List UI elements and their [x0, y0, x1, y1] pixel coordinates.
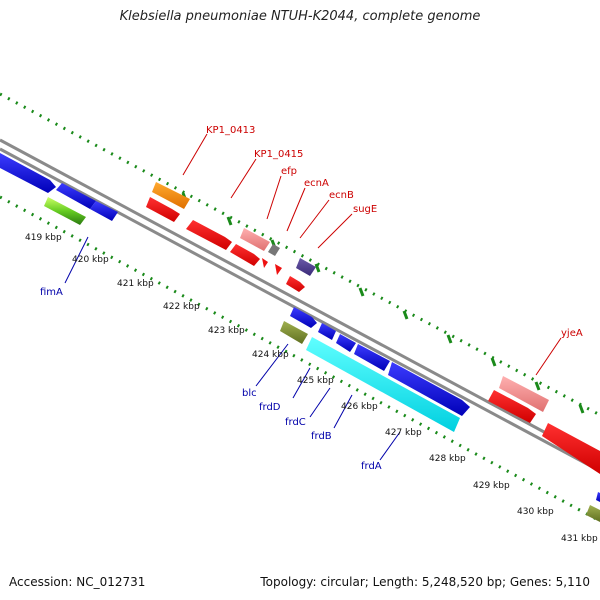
gene-red-1 [146, 197, 180, 222]
tick-rows [0, 92, 600, 523]
inner-tick-row [0, 195, 600, 523]
gene-lime [44, 197, 86, 225]
gene-label-sugE: sugE [353, 204, 377, 215]
gene-blue-3 [90, 201, 118, 221]
gene-label-frdD: frdD [259, 402, 281, 413]
gene-label-yjeA: yjeA [561, 328, 583, 339]
gene-efp [240, 228, 270, 251]
gene-blue-1 [0, 153, 56, 193]
kbp-label: 421 kbp [117, 279, 154, 289]
gene-frdA-cyan [306, 337, 460, 432]
gene-blue-4 [290, 307, 317, 328]
gene-label-frdA: frdA [361, 461, 382, 472]
gene-red-6 [286, 276, 305, 292]
gene-red-4 [262, 258, 268, 268]
kbp-label: 429 kbp [473, 481, 510, 491]
kbp-labels: 419 kbp 420 kbp 421 kbp 422 kbp 423 kbp … [25, 233, 598, 544]
gene-label-fimA: fimA [40, 287, 63, 298]
backbone [0, 138, 600, 473]
gene-label-ecnB: ecnB [329, 190, 354, 201]
gene-labels-top: KP1_0413 KP1_0415 efp ecnA ecnB sugE yje… [206, 125, 583, 339]
gene-features [0, 153, 600, 522]
kbp-label: 425 kbp [297, 376, 334, 386]
gene-sugE [296, 258, 316, 276]
outer-tick-row [0, 92, 600, 417]
page-title: Klebsiella pneumoniae NTUH-K2044, comple… [119, 9, 481, 24]
accession-label: Accession: NC_012731 [9, 575, 146, 589]
gene-yjeA [499, 376, 549, 412]
gene-label-KP1_0415: KP1_0415 [254, 149, 303, 160]
gene-blue-frdA [388, 362, 470, 416]
kbp-label: 424 kbp [252, 350, 289, 360]
gene-red-2 [186, 220, 232, 250]
gene-KP1_0413 [152, 182, 190, 209]
gene-red-3 [230, 244, 260, 266]
kbp-label: 422 kbp [163, 302, 200, 312]
gene-label-ecnA: ecnA [304, 178, 329, 189]
gene-blue-7 [354, 344, 390, 371]
kbp-label: 420 kbp [72, 255, 109, 265]
gene-gray [268, 244, 280, 256]
kbp-label: 428 kbp [429, 454, 466, 464]
gene-label-efp: efp [281, 166, 297, 177]
gene-blc [280, 321, 308, 344]
kbp-label: 426 kbp [341, 402, 378, 412]
gene-red-8 [542, 423, 600, 474]
kbp-label: 419 kbp [25, 233, 62, 243]
kbp-label: 431 kbp [561, 534, 598, 544]
gene-red-7 [488, 390, 536, 423]
kbp-label: 423 kbp [208, 326, 245, 336]
gene-blue-edge [596, 492, 600, 502]
gene-blue-2 [56, 183, 96, 209]
gene-label-frdB: frdB [311, 431, 332, 442]
gene-olive-edge [586, 505, 600, 522]
gene-blue-6 [336, 334, 356, 352]
gene-labels-bottom: fimA blc frdD frdC frdB frdA [40, 287, 382, 472]
genome-summary: Topology: circular; Length: 5,248,520 bp… [260, 575, 590, 589]
gene-label-frdC: frdC [285, 417, 306, 428]
gene-blue-5 [318, 323, 336, 340]
kbp-label: 427 kbp [385, 428, 422, 438]
gene-label-blc: blc [242, 388, 257, 399]
leader-lines-bottom [64, 236, 401, 461]
gene-label-KP1_0413: KP1_0413 [206, 125, 255, 136]
gene-red-5 [275, 264, 282, 275]
kbp-label: 430 kbp [517, 507, 554, 517]
leader-lines-top [182, 133, 562, 376]
